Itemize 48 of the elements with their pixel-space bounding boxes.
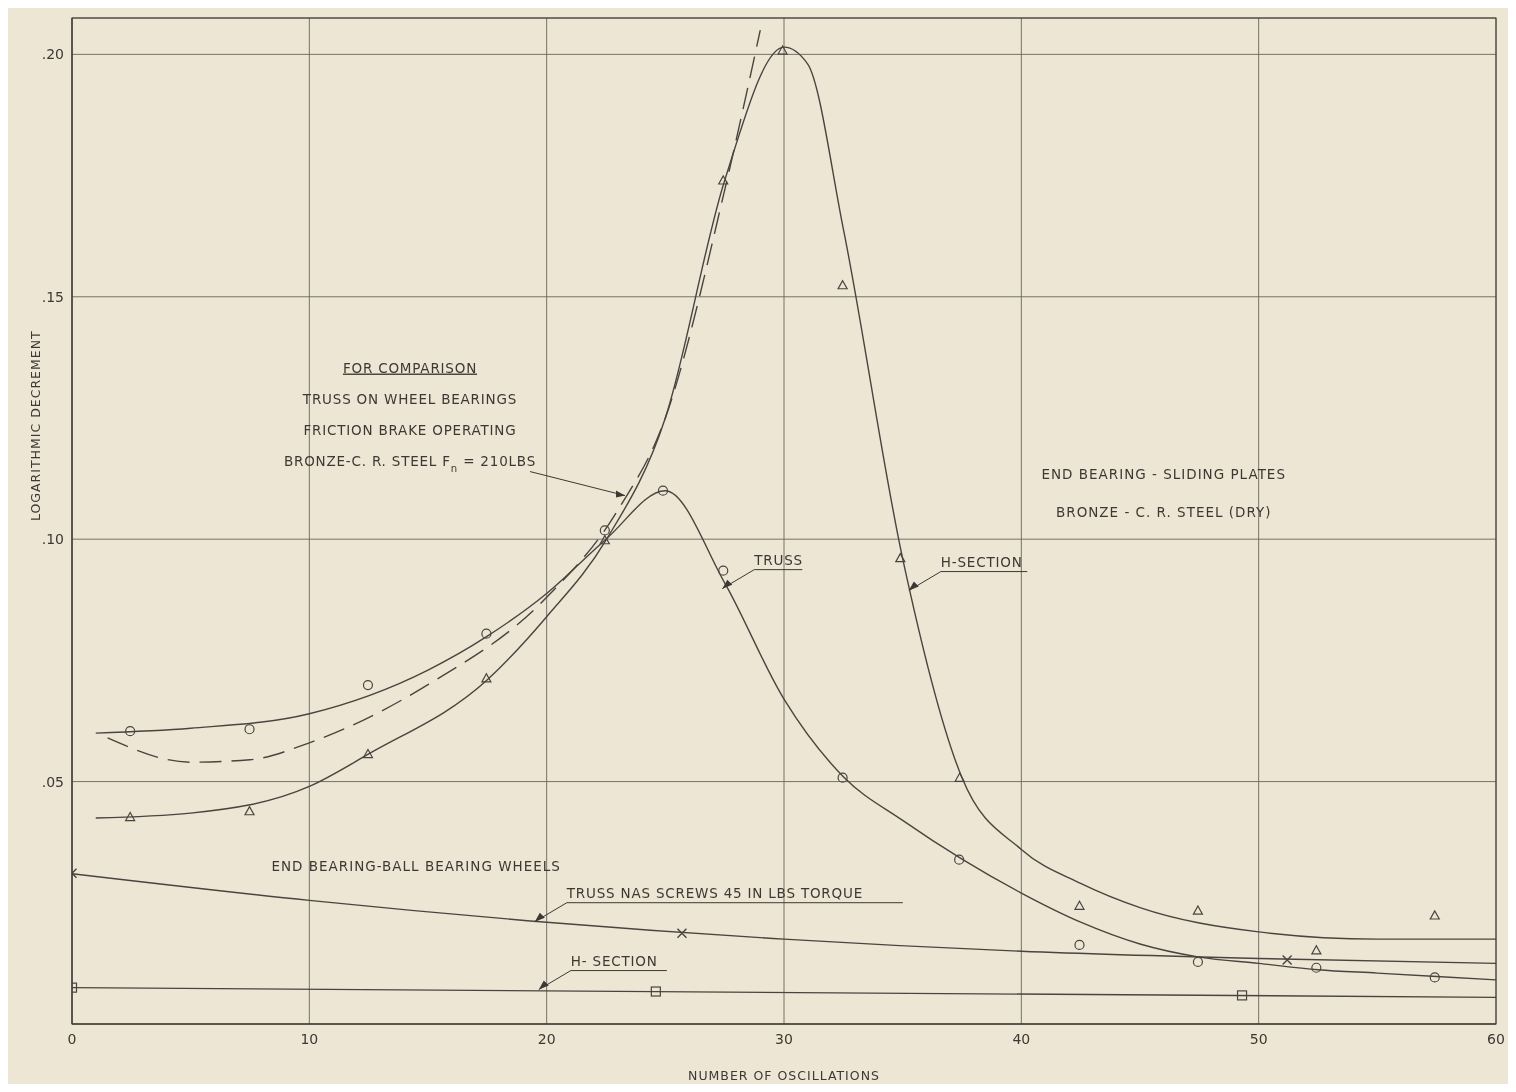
point: [1192, 956, 1204, 968]
x-tick-label: 30: [775, 1031, 793, 1047]
point: [718, 565, 729, 576]
point: [481, 673, 492, 683]
point: [895, 552, 906, 563]
point: [954, 772, 965, 782]
x-tick-label: 20: [537, 1031, 556, 1047]
point: [362, 748, 374, 759]
x-tick-label: 0: [67, 1031, 77, 1047]
point: [777, 45, 788, 55]
point: [954, 854, 965, 865]
annotation: H-SECTION: [940, 553, 1023, 570]
point: [718, 175, 729, 185]
point: [599, 535, 610, 545]
point: [1192, 905, 1204, 915]
point: [1074, 900, 1085, 910]
point: [1311, 945, 1322, 955]
x-tick-label: 10: [300, 1031, 319, 1047]
point: [125, 726, 136, 737]
point: [125, 811, 136, 822]
annotation: TRUSS: [753, 551, 803, 568]
y-axis-title: LOGARITHMIC DECREMENT: [28, 330, 44, 521]
annotation: H- SECTION: [570, 952, 658, 969]
point: [1236, 990, 1248, 1001]
y-tick-label: .10: [41, 531, 64, 548]
y-tick-label: .20: [41, 46, 64, 63]
point: [1074, 939, 1085, 951]
x-tick-label: 50: [1249, 1031, 1268, 1047]
point: [1429, 972, 1440, 983]
point: [657, 485, 669, 496]
point: [362, 680, 374, 691]
x-axis-title: NUMBER OF OSCILLATIONS: [688, 1068, 880, 1083]
x-tick-label: 60: [1487, 1031, 1505, 1047]
point: [244, 724, 255, 735]
annotation: TRUSS NAS SCREWS 45 IN LBS TORQUE: [565, 884, 863, 901]
point: [1311, 962, 1322, 973]
x-tick-label: 40: [1012, 1031, 1031, 1047]
y-tick-label: .05: [41, 773, 64, 790]
point: [1429, 910, 1440, 920]
point: [599, 525, 610, 536]
point: [650, 986, 661, 997]
point: [676, 928, 688, 939]
point: [244, 806, 255, 816]
y-tick-label: .15: [41, 288, 64, 305]
point: [837, 772, 848, 783]
point: [1281, 954, 1293, 966]
point: [481, 628, 492, 639]
point: [837, 280, 848, 290]
